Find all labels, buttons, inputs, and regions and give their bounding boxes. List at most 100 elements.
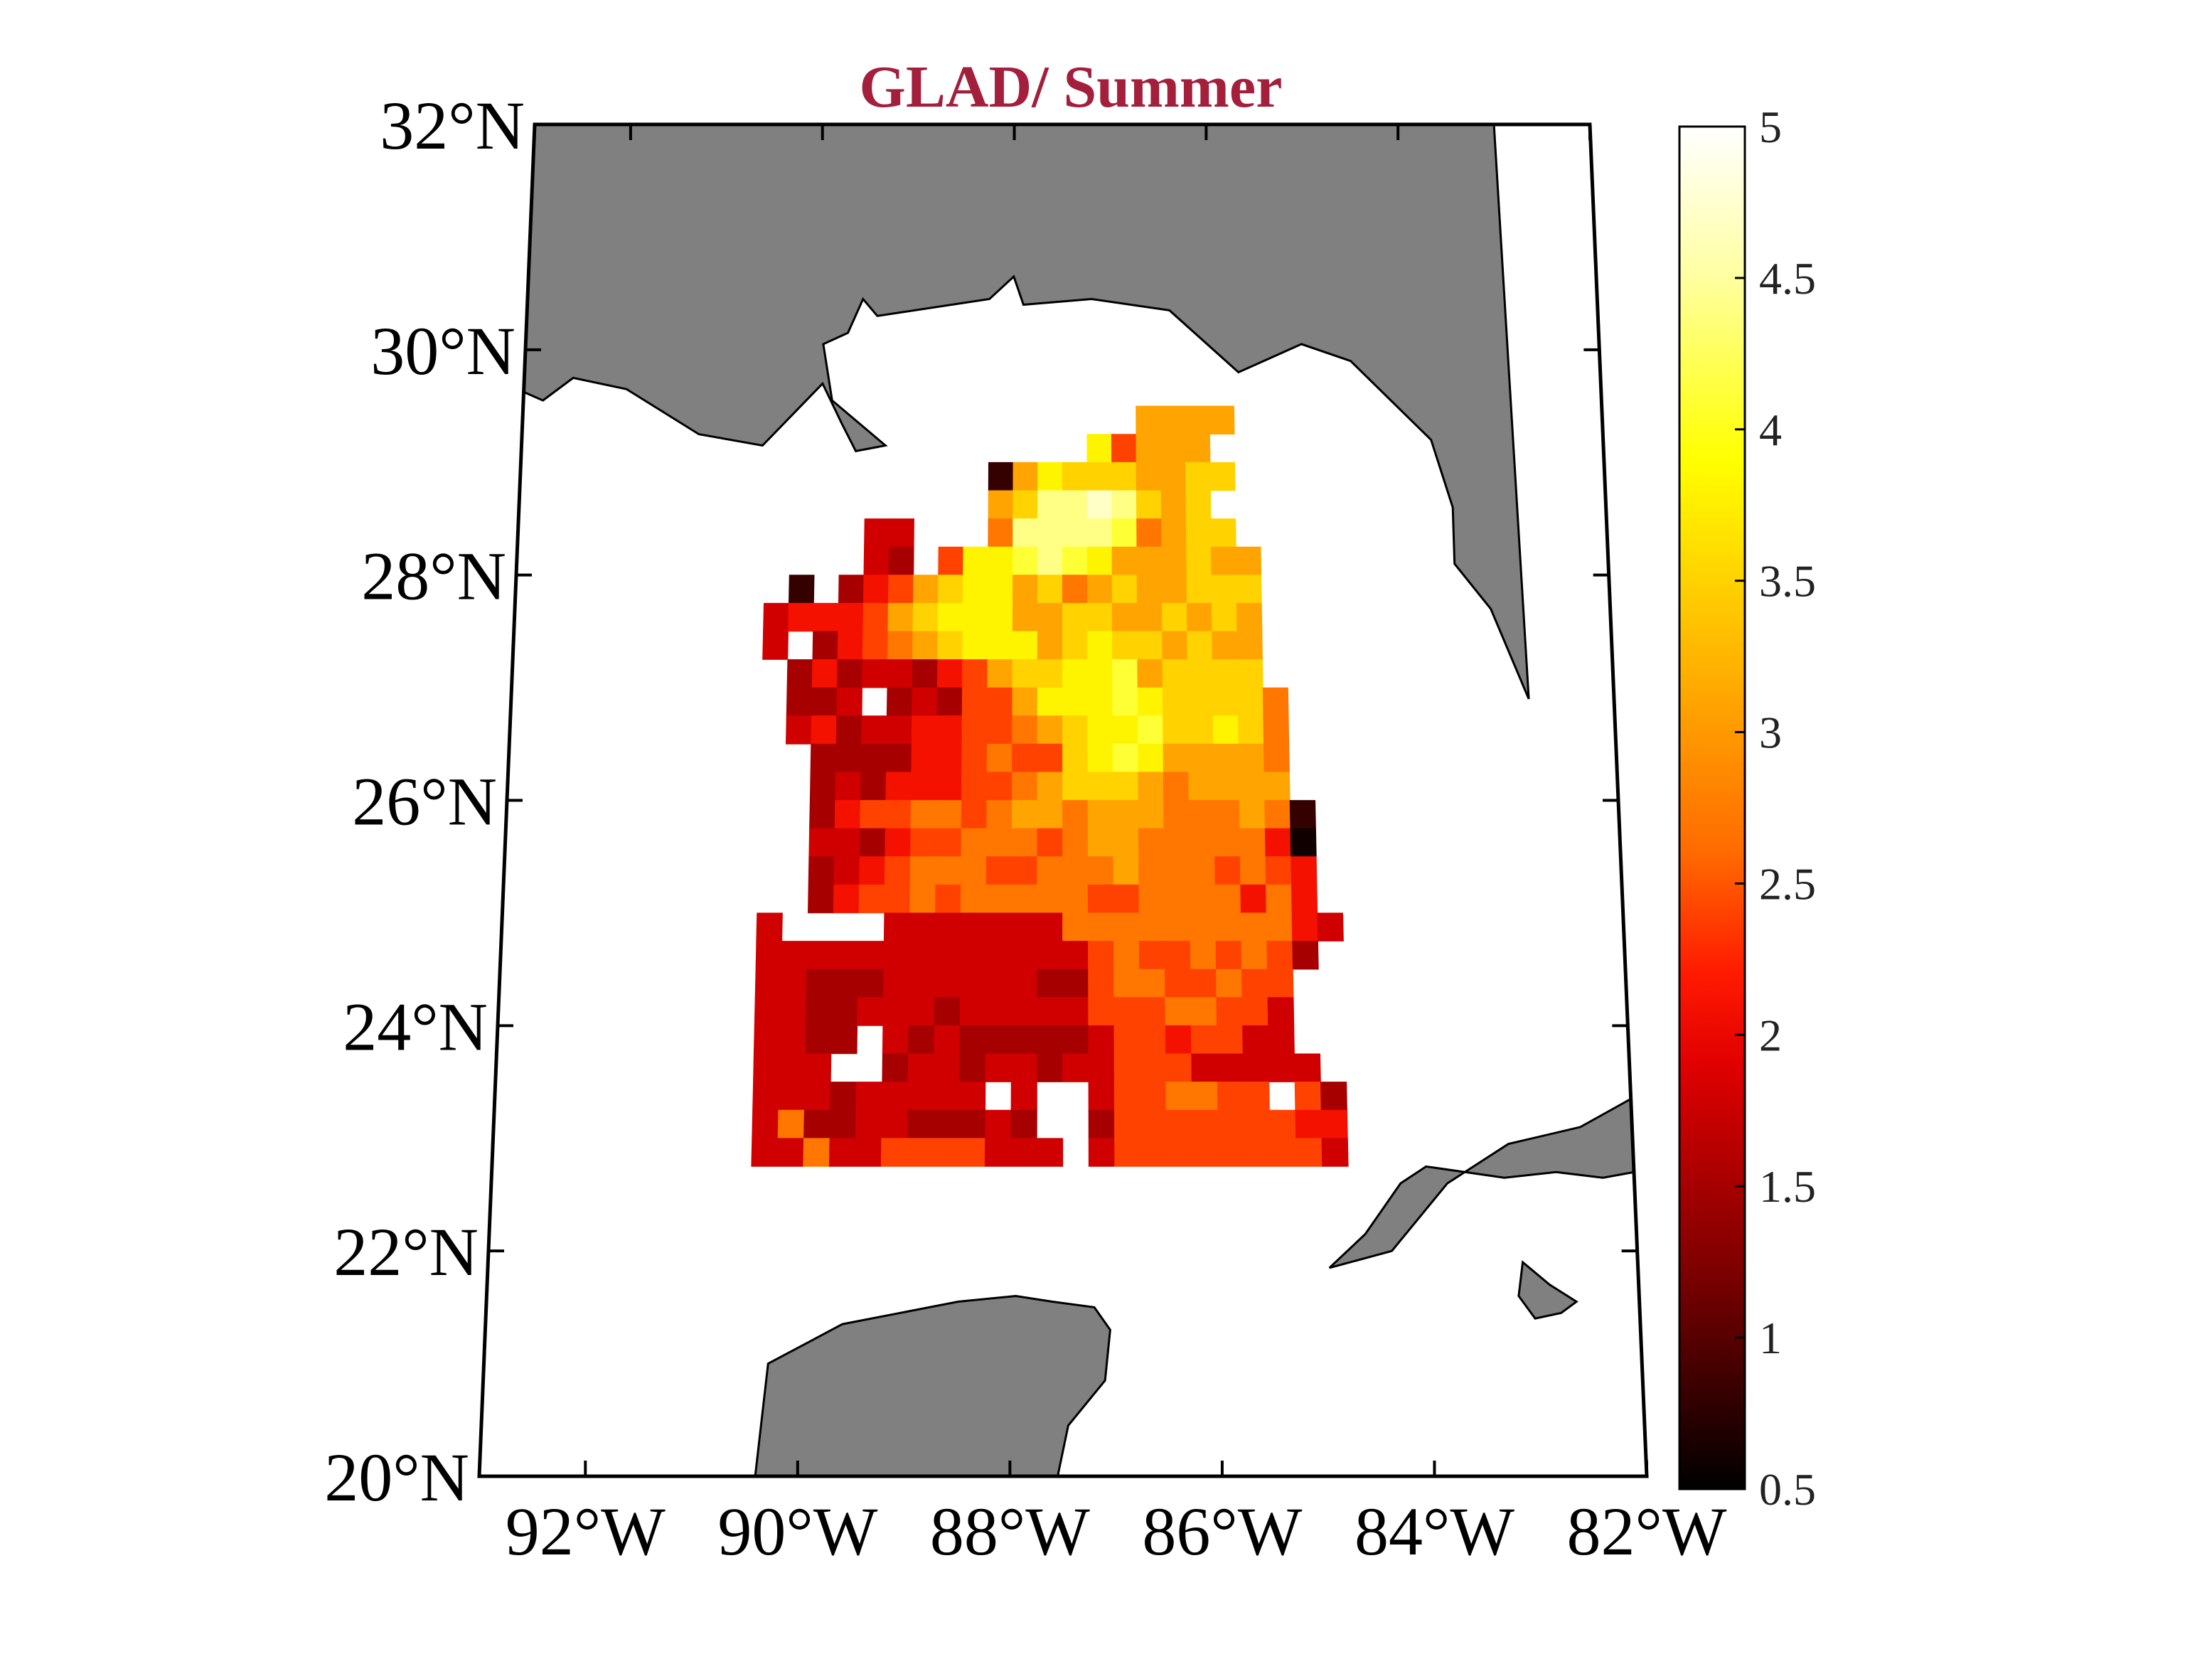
heatmap-cell: [1011, 856, 1038, 885]
heatmap-cell: [987, 687, 1013, 717]
heatmap-cell: [1037, 687, 1063, 717]
heatmap-cell: [1088, 1025, 1115, 1055]
heatmap-cell: [1037, 884, 1063, 914]
heatmap-cell: [838, 602, 864, 632]
heatmap-cell: [882, 1025, 909, 1055]
heatmap-cell: [934, 1025, 961, 1055]
heatmap-cell: [860, 743, 887, 773]
heatmap-cell: [1037, 602, 1063, 632]
heatmap-cell: [1012, 659, 1038, 688]
heatmap-cell: [858, 884, 885, 914]
heatmap-cell: [1190, 941, 1217, 970]
heatmap-cell: [986, 800, 1013, 829]
heatmap-cell: [1037, 1025, 1064, 1055]
heatmap-cell: [838, 575, 865, 604]
heatmap-cells: [751, 405, 1349, 1167]
heatmap-cell: [779, 997, 807, 1026]
heatmap-cell: [1160, 490, 1187, 519]
heatmap-cell: [911, 743, 938, 773]
heatmap-cell: [908, 1025, 935, 1055]
heatmap-cell: [1136, 405, 1161, 434]
heatmap-cell: [810, 743, 837, 773]
heatmap-cell: [776, 1138, 804, 1167]
heatmap-cell: [1160, 518, 1187, 548]
map-area: 32°N 30°N 28°N 26°N 24°N 22°N 20°N 92°W 90°W 88°…: [324, 87, 1727, 1569]
heatmap-cell: [762, 631, 789, 660]
heatmap-cell: [1217, 1053, 1244, 1082]
heatmap-cell: [1010, 1082, 1037, 1111]
heatmap-cell: [1087, 884, 1114, 914]
heatmap-cell: [934, 997, 961, 1026]
heatmap-cell: [1212, 659, 1239, 688]
heatmap-cell: [1185, 405, 1210, 434]
heatmap-cell: [1062, 800, 1089, 829]
heatmap-cell: [1087, 912, 1114, 941]
heatmap-cell: [1291, 912, 1319, 941]
heatmap-cell: [1214, 828, 1241, 858]
heatmap-cell: [1086, 631, 1113, 660]
heatmap-cell: [988, 546, 1014, 576]
heatmap-cell: [859, 828, 886, 858]
lon-tick-label: 92°W: [506, 1493, 666, 1569]
heatmap-cell: [985, 969, 1013, 998]
heatmap-cell: [1239, 772, 1266, 801]
heatmap-cell: [910, 772, 937, 801]
heatmap-cell: [834, 800, 861, 829]
heatmap-cell: [1087, 659, 1113, 688]
heatmap-cell: [1139, 1025, 1166, 1055]
heatmap-cell: [1294, 1053, 1321, 1082]
heatmap-cell: [786, 659, 813, 688]
heatmap-cell: [804, 1053, 832, 1082]
heatmap-cell: [1112, 631, 1138, 660]
heatmap-cell: [1087, 743, 1113, 773]
heatmap-cell: [882, 1053, 909, 1082]
heatmap-cell: [1062, 687, 1089, 717]
heatmap-cell: [1215, 912, 1242, 941]
heatmap-cell: [1317, 912, 1344, 941]
heatmap-cell: [1190, 912, 1217, 941]
heatmap-cell: [1213, 772, 1240, 801]
heatmap-cell: [788, 602, 814, 632]
heatmap-cell: [1111, 575, 1138, 604]
heatmap-cell: [1112, 687, 1138, 717]
heatmap-cell: [959, 1053, 986, 1082]
heatmap-cell: [785, 715, 812, 745]
heatmap-cell: [1062, 772, 1089, 801]
heatmap-cell: [907, 1082, 934, 1111]
heatmap-cell: [1263, 772, 1291, 801]
heatmap-cell: [1160, 462, 1187, 491]
heatmap-cell: [1239, 828, 1266, 858]
colorbar-tick-label: 0.5: [1759, 1464, 1816, 1515]
heatmap-cell: [1113, 997, 1140, 1026]
heatmap-cell: [808, 828, 835, 858]
heatmap-cell: [1189, 856, 1216, 885]
heatmap-cell: [1214, 856, 1241, 885]
heatmap-cell: [1191, 1082, 1219, 1111]
lat-tick-label: 30°N: [370, 313, 515, 389]
heatmap-cell: [1292, 941, 1319, 970]
heatmap-cell: [1267, 997, 1295, 1026]
heatmap-cell: [1139, 997, 1166, 1026]
heatmap-cell: [1187, 631, 1213, 660]
heatmap-cell: [1086, 434, 1112, 463]
heatmap-cell: [1138, 856, 1165, 885]
heatmap-cell: [1111, 462, 1137, 491]
heatmap-cell: [1190, 969, 1217, 998]
heatmap-cell: [861, 715, 887, 745]
heatmap-cell: [935, 884, 962, 914]
heatmap-cell: [936, 772, 963, 801]
heatmap-cell: [986, 743, 1013, 773]
heatmap-cell: [779, 1053, 806, 1082]
heatmap-cell: [1087, 602, 1113, 632]
heatmap-cell: [985, 997, 1013, 1026]
heatmap-cell: [987, 631, 1013, 660]
heatmap-cell: [780, 969, 808, 998]
heatmap-cell: [1112, 715, 1139, 745]
heatmap-cell: [909, 941, 936, 970]
heatmap-cell: [1264, 828, 1292, 858]
lat-tick-label: 22°N: [333, 1214, 479, 1290]
heatmap-cell: [1037, 490, 1063, 519]
heatmap-cell: [1291, 856, 1318, 885]
heatmap-cell: [936, 715, 963, 745]
